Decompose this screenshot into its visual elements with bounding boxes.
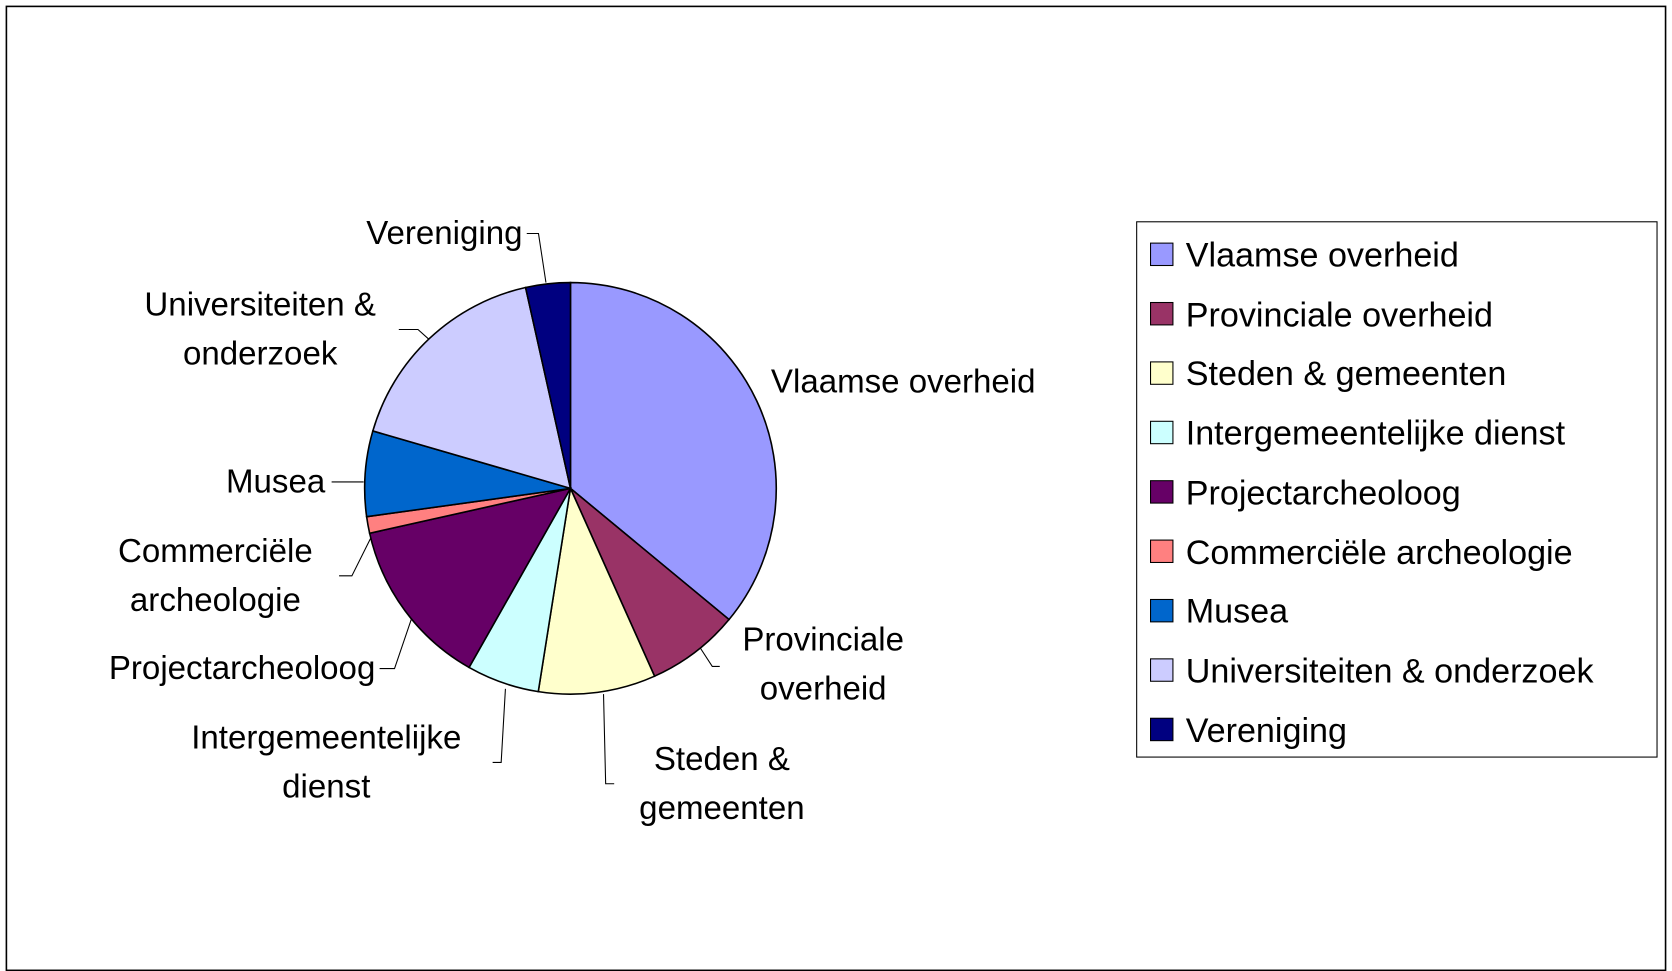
legend	[1150, 242, 1174, 742]
legend-swatch	[1150, 480, 1174, 504]
legend-label: Universiteiten & onderzoek	[1185, 651, 1594, 690]
slice-label: Vlaamse overheid	[770, 362, 1036, 400]
legend-label: Vlaamse overheid	[1185, 235, 1459, 275]
slice-label: Provinciale overheid	[742, 620, 905, 707]
pie-slice	[569, 281, 778, 621]
legend-label: Projectarcheoloog	[1185, 473, 1461, 512]
leader-line	[697, 644, 720, 667]
leader-line	[526, 232, 547, 283]
pie-slice	[524, 281, 572, 489]
legend-swatch	[1150, 598, 1174, 623]
legend-label: Musea	[1185, 591, 1289, 631]
legend-label: Steden & gemeenten	[1185, 354, 1507, 393]
legend-label: Intergemeentelijke dienst	[1185, 413, 1566, 453]
legend-swatch	[1150, 717, 1174, 742]
leader-lines	[331, 232, 720, 785]
leader-line	[492, 688, 506, 763]
pie-slice	[537, 485, 656, 695]
legend-label: Vereniging	[1185, 710, 1347, 750]
slice-label: Projectarcheoloog	[108, 649, 376, 687]
legend-box	[1136, 221, 1658, 758]
legend-swatch	[1150, 658, 1174, 682]
legend-label: Provinciale overheid	[1185, 295, 1493, 334]
slice-label: Universiteiten & onderzoek	[144, 285, 376, 373]
legend-label: Commerciële archeologie	[1185, 532, 1573, 572]
slice-label: Musea	[226, 462, 326, 501]
legend-swatch	[1150, 539, 1174, 564]
pie-slice	[371, 286, 572, 490]
leader-line	[398, 328, 430, 340]
slice-label: Steden & gemeenten	[639, 740, 805, 827]
legend-swatch	[1150, 301, 1174, 326]
leader-line	[379, 618, 413, 670]
leader-line	[602, 694, 615, 785]
legend-swatch	[1150, 361, 1174, 385]
legend-swatch	[1150, 420, 1174, 445]
slice-label: Vereniging	[366, 214, 523, 252]
pie	[363, 281, 778, 695]
leader-line	[339, 537, 372, 577]
slice-label: Commerciële archeologie	[118, 532, 313, 619]
slice-label: Intergemeentelijke dienst	[191, 718, 462, 806]
legend-swatch	[1150, 242, 1174, 267]
pie-slice	[368, 487, 573, 669]
